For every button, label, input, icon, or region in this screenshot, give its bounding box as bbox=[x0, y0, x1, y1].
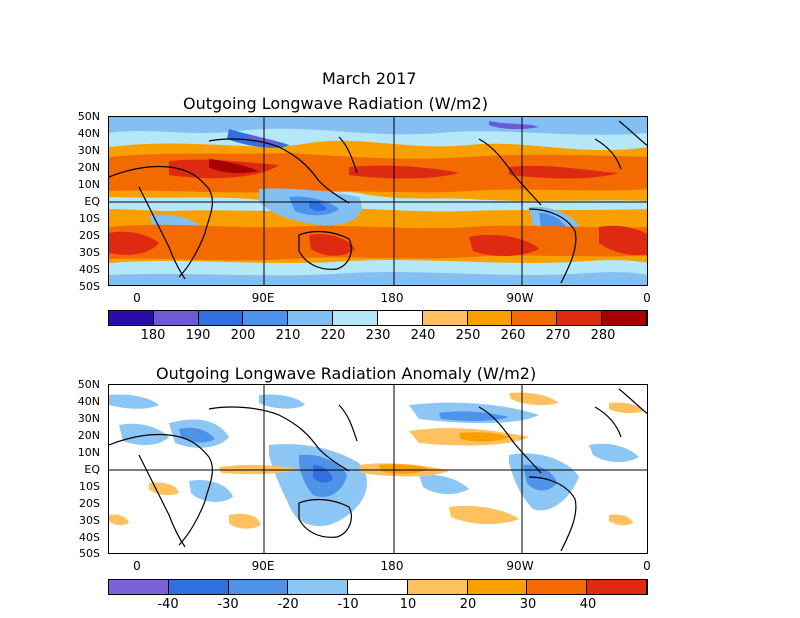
lat-label: EQ bbox=[84, 463, 100, 476]
lat-label: 30S bbox=[79, 514, 100, 527]
lat-label: 40N bbox=[77, 395, 100, 408]
lat-label: 30N bbox=[77, 412, 100, 425]
colorbar-label: -20 bbox=[277, 597, 299, 612]
colorbar-swatch bbox=[153, 311, 199, 325]
colorbar-swatch bbox=[557, 311, 603, 325]
colorbar-label: 240 bbox=[410, 328, 436, 343]
colorbar-swatch bbox=[168, 580, 229, 594]
lon-label: 90E bbox=[251, 559, 275, 573]
lon-label: 180 bbox=[380, 291, 404, 305]
colorbar-swatch bbox=[377, 311, 423, 325]
colorbar-swatch bbox=[288, 580, 349, 594]
colorbar-label: 10 bbox=[399, 597, 417, 612]
colorbar-swatch bbox=[228, 580, 289, 594]
lat-label: 20S bbox=[79, 497, 100, 510]
lon-label: 180 bbox=[380, 559, 404, 573]
colorbar-label: 40 bbox=[579, 597, 597, 612]
lat-label: 10N bbox=[77, 446, 100, 459]
olr-anomaly-map bbox=[108, 384, 648, 554]
olr-map bbox=[108, 116, 648, 286]
lat-label: 20N bbox=[77, 429, 100, 442]
colorbar-swatch bbox=[512, 311, 558, 325]
colorbar-swatch bbox=[109, 580, 169, 594]
lat-label: 10S bbox=[79, 480, 100, 493]
lat-label: 30N bbox=[77, 144, 100, 157]
colorbar-label: 220 bbox=[320, 328, 346, 343]
colorbar-swatch bbox=[348, 580, 408, 594]
lon-label: 0 bbox=[133, 291, 141, 305]
lon-label: 0 bbox=[643, 291, 651, 305]
colorbar-label: 250 bbox=[455, 328, 481, 343]
colorbar-swatch bbox=[587, 580, 648, 594]
colorbar-label: 30 bbox=[519, 597, 537, 612]
lon-label: 90W bbox=[506, 291, 534, 305]
lat-label: 50S bbox=[79, 547, 100, 560]
lat-label: 50N bbox=[77, 110, 100, 123]
lat-label: 50S bbox=[79, 280, 100, 293]
lat-label: 40S bbox=[79, 531, 100, 544]
lon-label: 90W bbox=[506, 559, 534, 573]
colorbar-label: -40 bbox=[157, 597, 179, 612]
colorbar-swatch bbox=[602, 311, 647, 325]
panel1-title: Outgoing Longwave Radiation (W/m2) bbox=[183, 94, 488, 113]
colorbar-label: 20 bbox=[459, 597, 477, 612]
colorbar-label: 260 bbox=[500, 328, 526, 343]
colorbar-label: -30 bbox=[217, 597, 239, 612]
colorbar-swatch bbox=[243, 311, 289, 325]
colorbar-label: 270 bbox=[545, 328, 571, 343]
lat-label: 40S bbox=[79, 263, 100, 276]
colorbar-label: 180 bbox=[140, 328, 166, 343]
lon-label: 0 bbox=[133, 559, 141, 573]
olr-colorbar bbox=[108, 310, 648, 326]
lat-label: 40N bbox=[77, 127, 100, 140]
colorbar-label: -10 bbox=[337, 597, 359, 612]
colorbar-swatch bbox=[109, 311, 154, 325]
lon-label: 90E bbox=[251, 291, 275, 305]
lat-label: 30S bbox=[79, 246, 100, 259]
colorbar-label: 200 bbox=[230, 328, 256, 343]
colorbar-swatch bbox=[333, 311, 378, 325]
colorbar-swatch bbox=[288, 311, 334, 325]
colorbar-swatch bbox=[467, 311, 513, 325]
colorbar-label: 210 bbox=[275, 328, 301, 343]
colorbar-swatch bbox=[422, 311, 468, 325]
colorbar-swatch bbox=[467, 580, 528, 594]
lat-label: 10N bbox=[77, 178, 100, 191]
colorbar-label: 230 bbox=[365, 328, 391, 343]
lat-label: 20N bbox=[77, 161, 100, 174]
colorbar-swatch bbox=[198, 311, 244, 325]
olr-anomaly-field bbox=[109, 385, 647, 553]
colorbar-swatch bbox=[407, 580, 468, 594]
lat-label: EQ bbox=[84, 195, 100, 208]
lat-label: 10S bbox=[79, 212, 100, 225]
panel2-title: Outgoing Longwave Radiation Anomaly (W/m… bbox=[156, 364, 537, 383]
figure-title: March 2017 bbox=[322, 69, 417, 88]
colorbar-swatch bbox=[527, 580, 588, 594]
lat-label: 20S bbox=[79, 229, 100, 242]
lat-label: 50N bbox=[77, 378, 100, 391]
lon-label: 0 bbox=[643, 559, 651, 573]
anomaly-colorbar bbox=[108, 579, 648, 595]
olr-field bbox=[109, 117, 647, 285]
colorbar-label: 190 bbox=[185, 328, 211, 343]
colorbar-label: 280 bbox=[590, 328, 616, 343]
